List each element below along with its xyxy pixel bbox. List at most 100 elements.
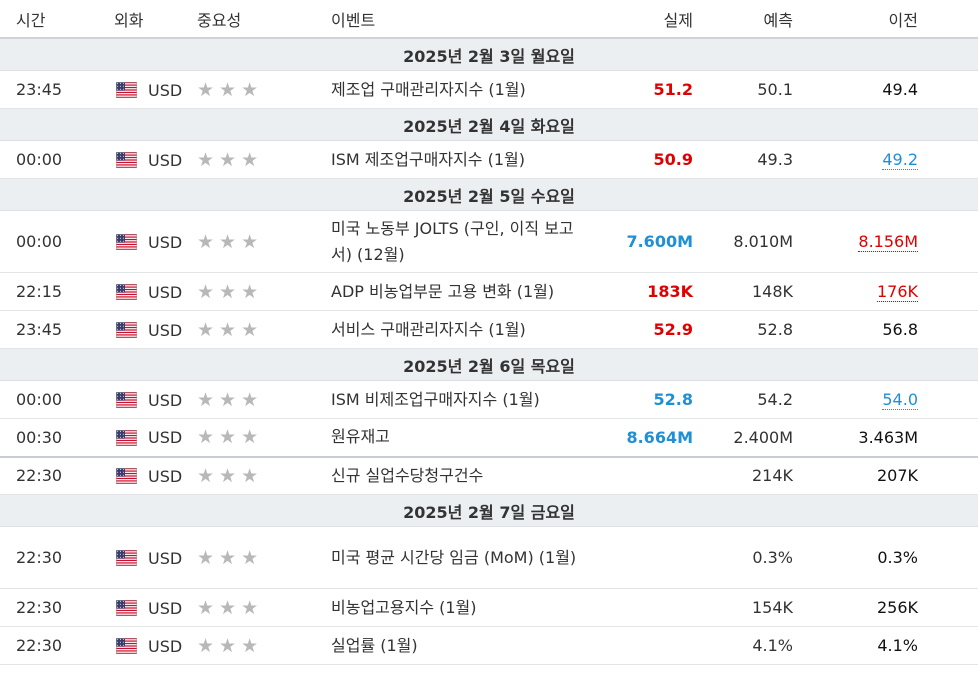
importance-stars-icon: ★★★: [197, 634, 264, 657]
previous-cell: 8.156M: [793, 210, 978, 273]
forecast-value: 8.010M: [693, 210, 793, 273]
forecast-value: 54.2: [693, 380, 793, 419]
event-time: 00:00: [0, 140, 100, 179]
date-row: 2025년 2월 3일 월요일: [0, 38, 978, 71]
currency-cell: USD: [100, 140, 197, 179]
event-name[interactable]: 원유재고: [331, 418, 599, 458]
event-row[interactable]: 22:30 USD ★★★ 실업률 (1월) 4.1% 4.1%: [0, 626, 978, 665]
currency-code: USD: [148, 150, 183, 170]
table-header: 시간 외화 중요성 이벤트 실제 예측 이전: [0, 0, 978, 39]
actual-value: 52.8: [599, 380, 693, 419]
previous-value[interactable]: 176K: [876, 282, 918, 302]
header-currency[interactable]: 외화: [100, 0, 197, 39]
previous-value: 207K: [876, 466, 918, 486]
previous-value: 0.3%: [877, 548, 918, 567]
event-time: 00:30: [0, 418, 100, 458]
currency-cell: USD: [100, 380, 197, 419]
actual-value: 7.600M: [599, 210, 693, 273]
event-name[interactable]: 서비스 구매관리자지수 (1월): [331, 310, 599, 349]
us-flag-icon: [116, 468, 137, 485]
importance-stars-icon: ★★★: [197, 78, 264, 101]
event-row[interactable]: 00:00 USD ★★★ ISM 제조업구매자지수 (1월) 50.9 49.3 49.2: [0, 140, 978, 179]
event-row[interactable]: 22:15 USD ★★★ ADP 비농업부문 고용 변화 (1월) 183K 148K 1…: [0, 272, 978, 311]
forecast-value: 148K: [693, 272, 793, 311]
previous-cell: 4.1%: [793, 626, 978, 665]
previous-value[interactable]: 54.0: [882, 390, 918, 410]
event-time: 22:30: [0, 456, 100, 495]
event-name[interactable]: 실업률 (1월): [331, 626, 599, 665]
importance-cell: ★★★: [197, 418, 331, 458]
actual-value: 51.2: [599, 70, 693, 109]
currency-cell: USD: [100, 588, 197, 627]
importance-cell: ★★★: [197, 588, 331, 627]
us-flag-icon: [116, 600, 137, 616]
header-time[interactable]: 시간: [0, 0, 100, 39]
us-flag-icon: [116, 82, 137, 98]
actual-value: [599, 456, 693, 495]
date-row: 2025년 2월 6일 목요일: [0, 348, 978, 381]
us-flag-icon: [116, 392, 137, 408]
previous-value: 49.4: [882, 80, 918, 99]
event-name[interactable]: 제조업 구매관리자지수 (1월): [331, 70, 599, 109]
actual-value: [599, 626, 693, 665]
event-name[interactable]: ISM 제조업구매자지수 (1월): [331, 140, 599, 179]
currency-cell: USD: [100, 456, 197, 495]
actual-value: 50.9: [599, 140, 693, 179]
event-row[interactable]: 23:45 USD ★★★ 서비스 구매관리자지수 (1월) 52.9 52.8 56.8: [0, 310, 978, 349]
date-row: 2025년 2월 4일 화요일: [0, 108, 978, 141]
importance-stars-icon: ★★★: [197, 318, 264, 341]
date-label: 2025년 2월 7일 금요일: [0, 494, 978, 527]
previous-value: 4.1%: [877, 636, 918, 655]
importance-stars-icon: ★★★: [197, 546, 264, 569]
us-flag-icon: [116, 152, 137, 168]
header-event[interactable]: 이벤트: [331, 0, 599, 39]
us-flag-icon: [116, 284, 137, 300]
header-previous[interactable]: 이전: [793, 0, 978, 39]
event-row[interactable]: 00:30 USD ★★★ 원유재고 8.664M 2.400M 3.463M: [0, 418, 978, 458]
event-row[interactable]: 23:45 USD ★★★ 제조업 구매관리자지수 (1월) 51.2 50.1 49.4: [0, 70, 978, 109]
currency-cell: USD: [100, 626, 197, 665]
event-time: 22:15: [0, 272, 100, 311]
importance-stars-icon: ★★★: [197, 148, 264, 171]
event-time: 23:45: [0, 310, 100, 349]
previous-value: 3.463M: [858, 427, 918, 447]
us-flag-icon: [116, 234, 137, 250]
event-name[interactable]: ISM 비제조업구매자지수 (1월): [331, 380, 599, 419]
event-name[interactable]: 신규 실업수당청구건수: [331, 456, 599, 495]
actual-value: [599, 526, 693, 589]
date-label: 2025년 2월 3일 월요일: [0, 38, 978, 71]
forecast-value: 214K: [693, 456, 793, 495]
importance-stars-icon: ★★★: [197, 464, 264, 487]
us-flag-icon: [116, 429, 137, 446]
previous-value[interactable]: 49.2: [882, 150, 918, 170]
previous-cell: 49.2: [793, 140, 978, 179]
header-actual[interactable]: 실제: [599, 0, 693, 39]
currency-cell: USD: [100, 272, 197, 311]
event-time: 00:00: [0, 210, 100, 273]
event-row[interactable]: 00:00 USD ★★★ 미국 노동부 JOLTS (구인, 이직 보고서) (12…: [0, 210, 978, 273]
header-importance[interactable]: 중요성: [197, 0, 331, 39]
currency-cell: USD: [100, 210, 197, 273]
previous-value: 56.8: [882, 320, 918, 339]
event-row[interactable]: 00:00 USD ★★★ ISM 비제조업구매자지수 (1월) 52.8 54.2 54.…: [0, 380, 978, 419]
event-name[interactable]: 미국 노동부 JOLTS (구인, 이직 보고서) (12월): [331, 210, 599, 273]
forecast-value: 0.3%: [693, 526, 793, 589]
event-name[interactable]: ADP 비농업부문 고용 변화 (1월): [331, 272, 599, 311]
importance-cell: ★★★: [197, 310, 331, 349]
event-row[interactable]: 22:30 USD ★★★ 미국 평균 시간당 임금 (MoM) (1월) 0.3% 0.…: [0, 526, 978, 589]
importance-cell: ★★★: [197, 210, 331, 273]
forecast-value: 2.400M: [693, 418, 793, 458]
event-name[interactable]: 미국 평균 시간당 임금 (MoM) (1월): [331, 526, 599, 589]
event-row[interactable]: 22:30 USD ★★★ 비농업고용지수 (1월) 154K 256K: [0, 588, 978, 627]
previous-cell: 0.3%: [793, 526, 978, 589]
currency-code: USD: [148, 80, 183, 100]
date-row: 2025년 2월 7일 금요일: [0, 494, 978, 527]
forecast-value: 4.1%: [693, 626, 793, 665]
event-name[interactable]: 비농업고용지수 (1월): [331, 588, 599, 627]
header-forecast[interactable]: 예측: [693, 0, 793, 39]
forecast-value: 154K: [693, 588, 793, 627]
previous-value[interactable]: 8.156M: [858, 232, 918, 252]
previous-value: 256K: [876, 598, 918, 617]
previous-cell: 207K: [793, 456, 978, 495]
event-row[interactable]: 22:30 USD ★★★ 신규 실업수당청구건수 214K 207K: [0, 456, 978, 495]
